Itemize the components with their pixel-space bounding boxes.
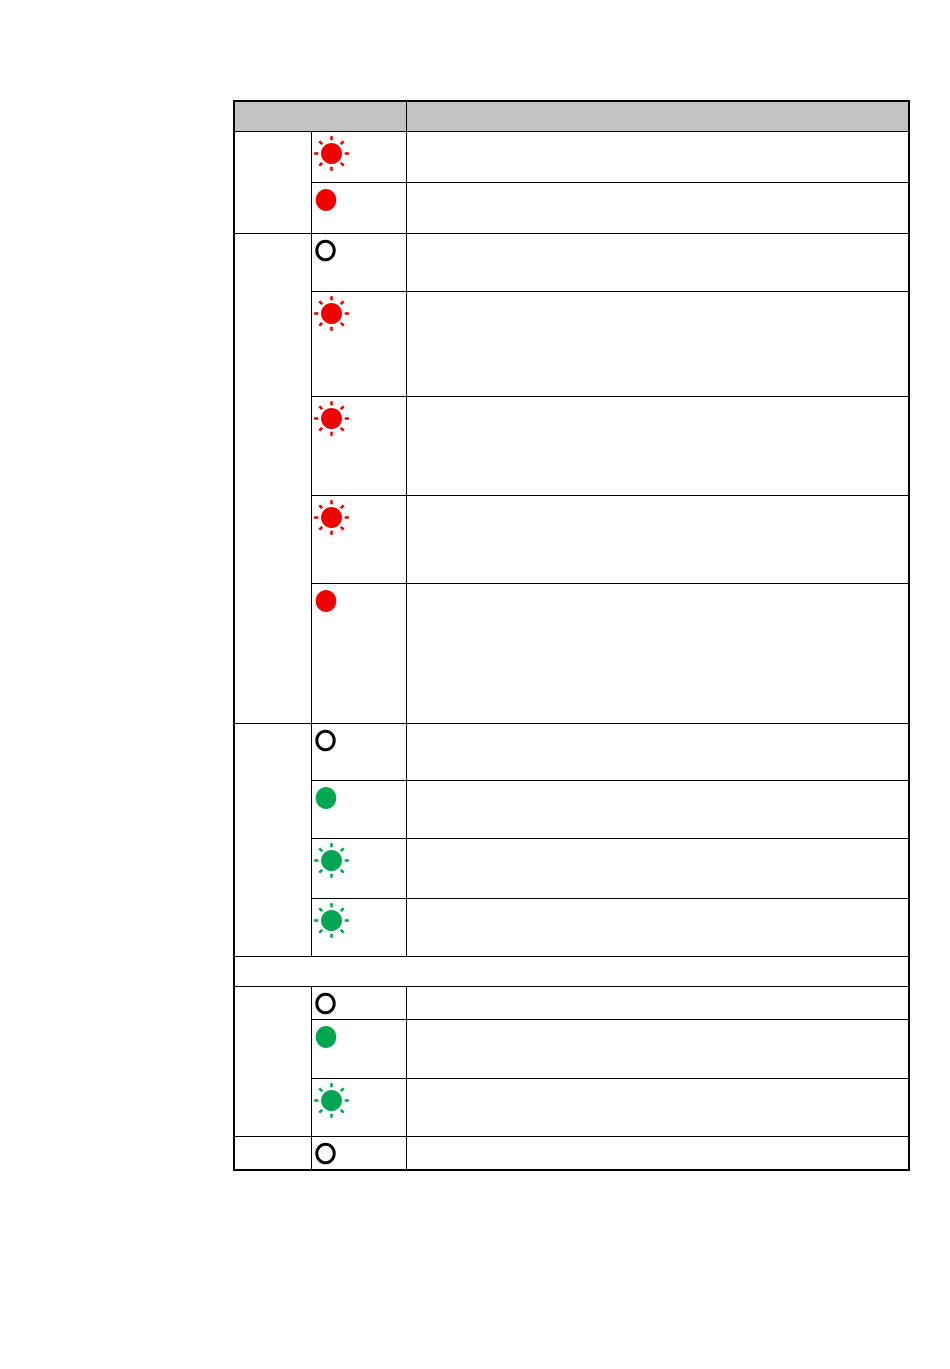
led-group-cell	[233, 985, 312, 1137]
led-group-cell	[233, 130, 312, 234]
table-header-row	[233, 100, 910, 132]
description-cell	[405, 395, 910, 496]
description-cell	[405, 582, 910, 724]
green-flashing-led-icon	[313, 1082, 349, 1118]
description-cell	[405, 232, 910, 292]
table-row	[234, 395, 910, 496]
table-row	[234, 837, 910, 899]
red-flashing-led-icon	[313, 499, 349, 535]
green-on-led-icon	[315, 786, 338, 811]
table-row	[234, 181, 910, 234]
section-separator-row	[233, 955, 910, 987]
led-cell	[310, 722, 407, 781]
led-off-icon	[314, 729, 337, 753]
red-on-led-icon	[315, 589, 338, 614]
led-cell	[310, 582, 407, 724]
description-cell	[405, 722, 910, 781]
table-row	[234, 290, 910, 397]
led-off-icon	[314, 992, 337, 1016]
led-group-cell	[233, 232, 312, 724]
description-cell	[405, 1077, 910, 1137]
description-cell	[405, 130, 910, 183]
led-cell	[310, 1135, 407, 1170]
led-cell	[310, 494, 407, 584]
description-cell	[405, 494, 910, 584]
red-on-led-icon	[315, 188, 338, 213]
green-flashing-led-icon	[313, 902, 349, 938]
table-row	[234, 1077, 910, 1137]
table-row	[233, 232, 910, 724]
description-cell	[405, 779, 910, 839]
red-flashing-led-icon	[313, 135, 349, 171]
description-cell	[405, 1135, 910, 1170]
table-row	[233, 722, 910, 957]
led-cell	[310, 290, 407, 397]
led-cell	[310, 1018, 407, 1079]
led-off-icon	[314, 239, 337, 263]
led-group-cell	[233, 1135, 312, 1170]
table-row	[234, 779, 910, 839]
table-row	[233, 130, 910, 234]
description-cell	[405, 1018, 910, 1079]
led-cell	[310, 1077, 407, 1137]
description-cell	[405, 985, 910, 1020]
table-row	[234, 1018, 910, 1079]
led-cell	[310, 181, 407, 234]
led-cell	[310, 897, 407, 957]
description-cell	[405, 181, 910, 234]
table-row	[233, 1135, 910, 1170]
table-row	[234, 494, 910, 584]
description-column-header	[405, 100, 910, 132]
led-group-cell	[233, 722, 312, 957]
led-cell	[310, 837, 407, 899]
led-off-icon	[314, 1142, 337, 1166]
led-column-header	[233, 100, 407, 132]
table-row	[233, 985, 910, 1137]
description-cell	[405, 837, 910, 899]
led-cell	[310, 130, 407, 183]
green-on-led-icon	[315, 1025, 338, 1050]
description-cell	[405, 897, 910, 957]
green-flashing-led-icon	[313, 842, 349, 878]
red-flashing-led-icon	[313, 295, 349, 331]
table-row	[234, 582, 910, 724]
description-cell	[405, 290, 910, 397]
led-status-table	[233, 100, 910, 1171]
table-row	[234, 897, 910, 957]
led-cell	[310, 395, 407, 496]
led-cell	[310, 232, 407, 292]
led-cell	[310, 779, 407, 839]
led-cell	[310, 985, 407, 1020]
red-flashing-led-icon	[313, 400, 349, 436]
section-separator-cell	[233, 955, 910, 987]
